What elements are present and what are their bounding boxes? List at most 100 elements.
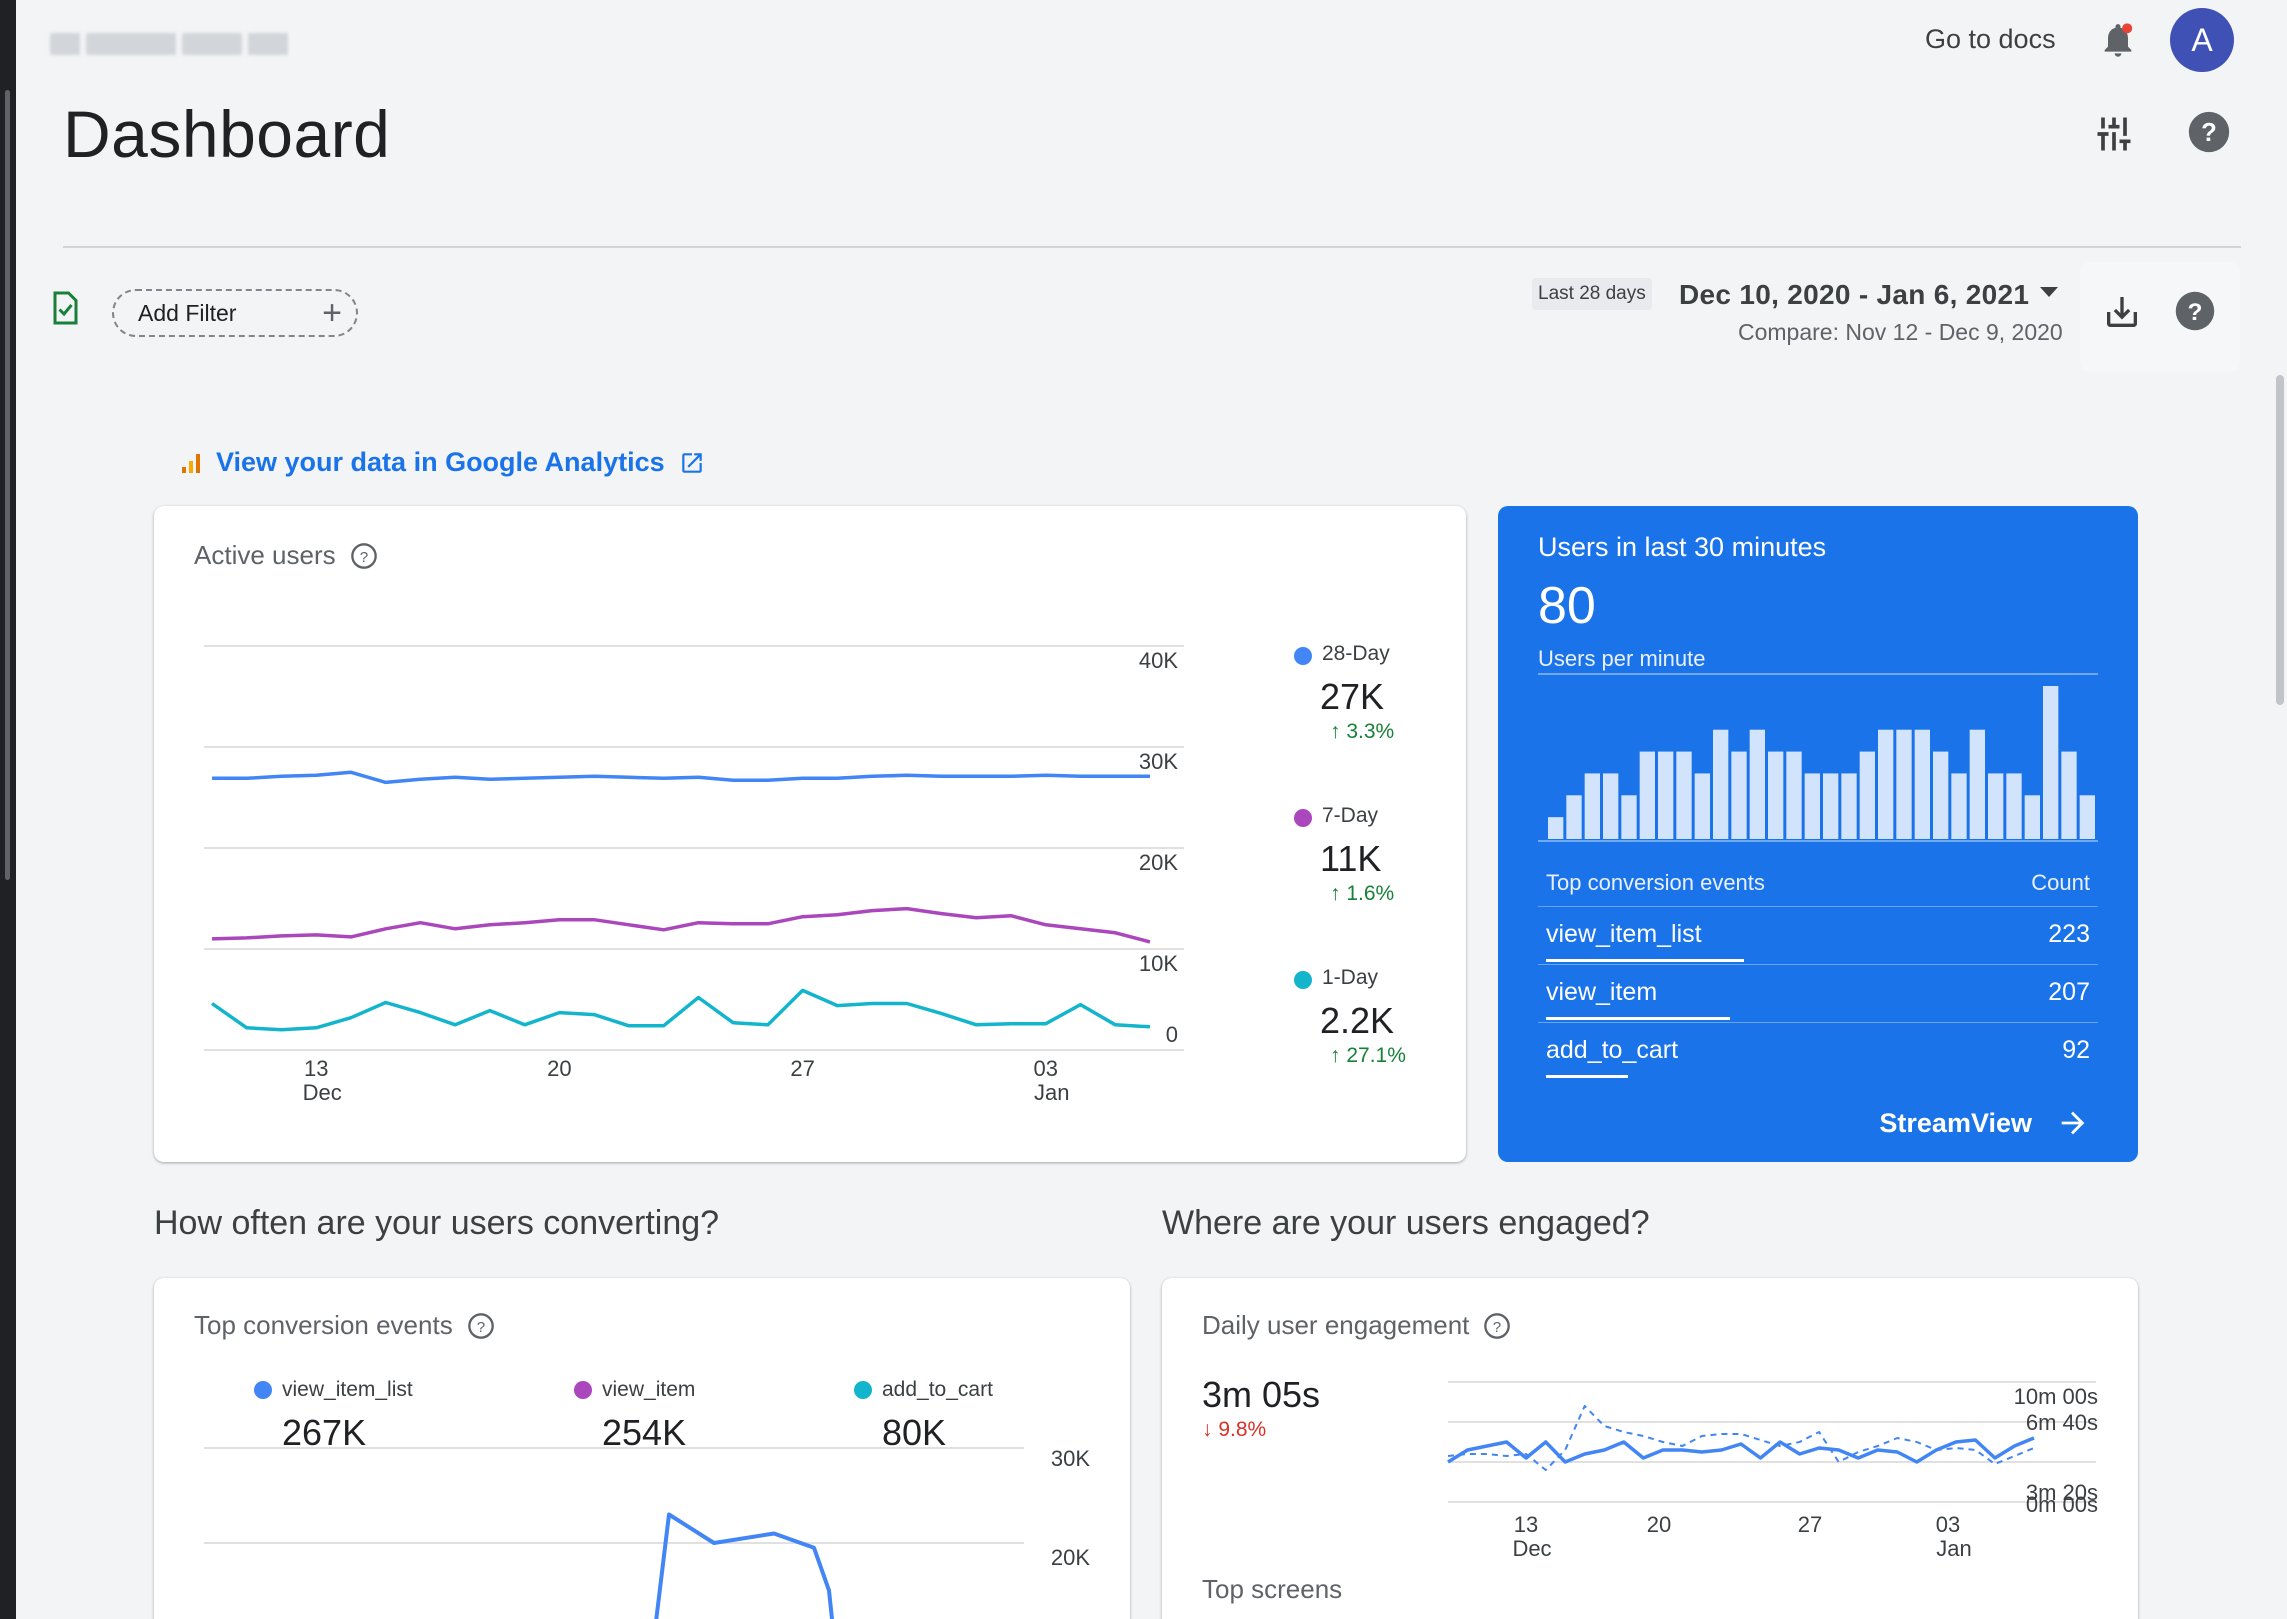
realtime-title: Users in last 30 minutes [1538, 532, 1827, 562]
user-avatar[interactable]: A [2170, 8, 2234, 72]
go-to-docs-link[interactable]: Go to docs [1925, 24, 2056, 54]
daily-user-engagement-card: Daily user engagement ? 3m 05s ↓ 9.8% To… [1162, 1278, 2138, 1619]
download-icon[interactable] [2102, 292, 2142, 332]
google-analytics-link[interactable]: View your data in Google Analytics [180, 447, 705, 478]
compare-range-text: Compare: Nov 12 - Dec 9, 2020 [1738, 319, 2063, 345]
realtime-row[interactable]: view_item 207 [1546, 978, 2090, 1020]
legend-value: 254K [602, 1412, 687, 1453]
users-per-minute-bar [1914, 729, 1930, 839]
x-tick-sublabel: Dec [303, 1080, 342, 1105]
users-per-minute-bar [1859, 751, 1875, 839]
help-outline-icon[interactable]: ? [467, 1312, 495, 1340]
legend-value: 267K [282, 1412, 367, 1453]
users-per-minute-bar [1823, 773, 1839, 839]
engagement-delta: ↓ 9.8% [1202, 1418, 1267, 1441]
legend-28-day[interactable]: 28-Day 27K ↑ 3.3% [1294, 642, 1454, 744]
active-users-title-row: Active users ? [194, 540, 378, 571]
legend-1-day-delta: ↑ 27.1% [1330, 1044, 1406, 1067]
header-divider [63, 246, 2241, 248]
legend-28-day-name: 28-Day [1322, 642, 1390, 665]
date-range-selector[interactable]: Dec 10, 2020 - Jan 6, 2021 [1679, 279, 2030, 310]
customize-dashboard-icon[interactable] [2092, 112, 2136, 156]
legend-28-day-value: 27K [1320, 676, 1385, 717]
legend-7-day[interactable]: 7-Day 11K ↑ 1.6% [1294, 804, 1454, 906]
x-tick-label: 03 [1034, 1056, 1058, 1081]
saved-report-check-icon[interactable] [46, 290, 82, 326]
help-icon[interactable]: ? [2174, 290, 2216, 332]
users-per-minute-bar [1584, 773, 1600, 839]
x-tick-label: 03 [1936, 1512, 1960, 1537]
legend-name: add_to_cart [882, 1378, 993, 1401]
users-per-minute-bar [1694, 773, 1710, 839]
legend-dot [574, 1381, 592, 1400]
users-per-minute-bar [1676, 751, 1692, 839]
users-per-minute-bar [1639, 751, 1655, 839]
users-per-minute-bar [1951, 773, 1967, 839]
realtime-row[interactable]: view_item_list 223 [1546, 920, 2090, 962]
series-line-28-Day [212, 770, 1150, 785]
users-per-minute-bar [1988, 773, 2004, 839]
series-line-1-Day [210, 988, 1151, 1032]
window-left-bar [0, 0, 16, 1619]
help-icon[interactable]: ? [2187, 110, 2231, 154]
arrow-forward-icon [2061, 1111, 2085, 1135]
realtime-row-count: 223 [2048, 920, 2090, 948]
legend-1-day[interactable]: 1-Day 2.2K ↑ 27.1% [1294, 966, 1454, 1068]
y-tick-label: 0 [1166, 1022, 1178, 1047]
open-external-icon [681, 452, 702, 473]
legend-28-day-delta: ↑ 3.3% [1330, 720, 1395, 743]
legend-1-day-name: 1-Day [1322, 966, 1379, 989]
active-users-card: Active users ? 0 10K 20K 30K 40K 13 Dec 20 27 03 J… [154, 506, 1466, 1162]
analytics-logo-icon [182, 453, 200, 473]
plus-icon: + [322, 294, 342, 332]
realtime-table-count-header: Count [2031, 870, 2090, 895]
legend-add-to-cart[interactable]: add_to_cart 80K [854, 1378, 993, 1454]
legend-dot [854, 1381, 872, 1400]
y-tick-label: 20K [1139, 850, 1178, 875]
legend-view-item[interactable]: view_item 254K [574, 1378, 695, 1454]
users-per-minute-bar [1896, 729, 1912, 839]
streamview-button[interactable]: StreamView [1879, 1106, 2090, 1140]
svg-text:?: ? [2188, 299, 2203, 326]
left-scrollbar-thumb[interactable] [5, 90, 10, 880]
users-per-minute-bar [2043, 686, 2059, 839]
x-tick-label: 27 [790, 1056, 814, 1081]
legend-view-item-list[interactable]: view_item_list 267K [254, 1378, 413, 1454]
users-per-minute-bar [1548, 817, 1564, 839]
users-per-minute-bar [1621, 795, 1637, 839]
x-tick-sublabel: Dec [1512, 1536, 1551, 1561]
page-title: Dashboard [63, 97, 391, 171]
y-tick-label: 0m 00s [2026, 1492, 2098, 1517]
series-line-current [1447, 1436, 2035, 1464]
help-outline-icon[interactable]: ? [350, 542, 378, 570]
x-tick-sublabel: Jan [1034, 1080, 1069, 1105]
legend-7-day-value: 11K [1320, 838, 1382, 879]
notifications-bell-icon[interactable] [2098, 20, 2138, 60]
engagement-title-row: Daily user engagement ? [1202, 1310, 1511, 1341]
add-filter-button[interactable]: Add Filter + [112, 289, 358, 337]
users-per-minute-bar [1933, 751, 1949, 839]
engaged-section-title: Where are your users engaged? [1162, 1204, 1650, 1242]
users-per-minute-bar [1878, 729, 1894, 839]
users-per-minute-bar [1768, 751, 1784, 839]
engagement-card-title: Daily user engagement [1202, 1310, 1470, 1340]
realtime-card[interactable]: Users in last 30 minutes 80 Users per mi… [1498, 506, 2138, 1162]
chevron-down-icon[interactable] [2040, 287, 2058, 297]
table-divider [1538, 1022, 2098, 1023]
legend-dot [254, 1381, 272, 1400]
help-outline-icon[interactable]: ? [1483, 1312, 1511, 1340]
page-scrollbar-thumb[interactable] [2276, 375, 2284, 705]
svg-text:?: ? [359, 548, 367, 565]
top-screens-label: Top screens [1202, 1574, 1343, 1604]
legend-1-day-value: 2.2K [1320, 1000, 1395, 1041]
realtime-row[interactable]: add_to_cart 92 [1546, 1036, 2090, 1078]
users-per-minute-bar [1969, 729, 1985, 839]
legend-dot [1294, 646, 1312, 665]
conversion-card-title: Top conversion events [194, 1310, 453, 1340]
legend-value: 80K [882, 1412, 947, 1453]
svg-text:?: ? [2201, 119, 2217, 147]
date-range-chip[interactable]: Last 28 days [1532, 278, 1652, 310]
y-tick-label: 30K [1051, 1446, 1090, 1471]
